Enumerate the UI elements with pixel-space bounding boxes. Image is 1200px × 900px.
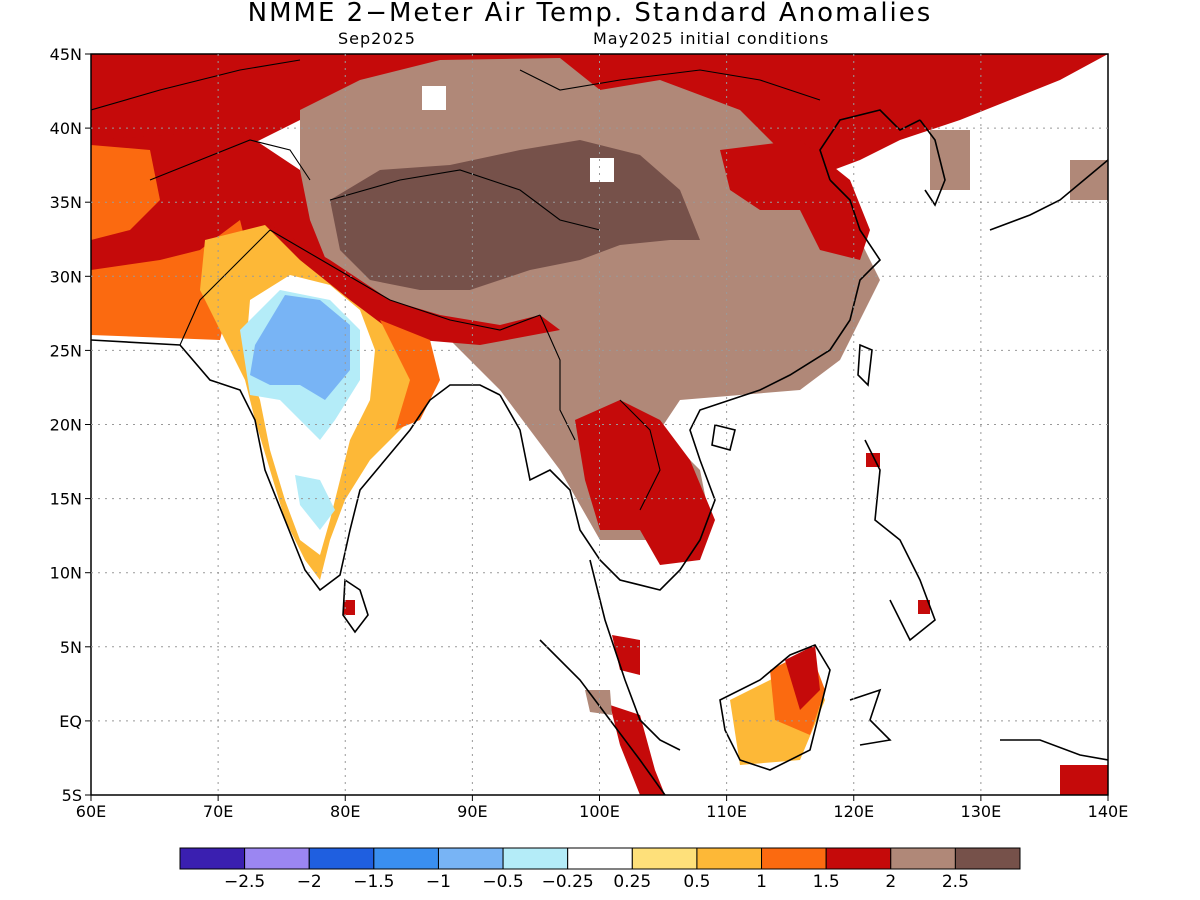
anomaly-region-red-east	[720, 140, 870, 260]
colorbar-swatch	[308, 847, 375, 870]
colorbar-swatch	[567, 847, 633, 870]
colorbar-swatch	[502, 847, 569, 870]
coast-philippines	[864, 439, 936, 642]
anomaly-patch-newguinea	[1060, 765, 1108, 795]
colorbar-label: −2	[297, 872, 322, 892]
y-tick-label: 20N	[50, 416, 82, 435]
coast-sumatra	[539, 639, 666, 795]
y-tick-label: 45N	[50, 45, 82, 64]
anomaly-region-red-sumatra	[610, 705, 665, 795]
anomaly-region-india-redorange	[380, 320, 440, 430]
colorbar-label: −0.25	[542, 872, 594, 892]
x-tick-label: 120E	[833, 802, 874, 821]
coast-hainan	[711, 424, 736, 451]
coast-india	[91, 339, 501, 592]
colorbar-label: 1	[756, 872, 767, 892]
anomaly-patch-mindanao	[918, 600, 930, 614]
y-tick-label: 5S	[62, 786, 82, 805]
coast-borneo	[719, 644, 831, 771]
colorbar-swatch	[954, 847, 1021, 870]
y-tick-label: EQ	[59, 712, 82, 731]
colorbar-label: 2	[885, 872, 896, 892]
colorbar-swatch	[244, 847, 310, 870]
anomaly-region-red-indochina	[575, 400, 715, 565]
colorbar-label: 0.25	[613, 872, 651, 892]
anomaly-patch-korea	[930, 130, 970, 190]
y-tick-label: 10N	[50, 564, 82, 583]
chart-title: NMME 2−Meter Air Temp. Standard Anomalie…	[247, 0, 933, 28]
anomaly-region-red-north	[91, 54, 1108, 175]
y-tick-label: 15N	[50, 490, 82, 509]
colorbar-label: 1.5	[813, 872, 840, 892]
initial-conditions: May2025 initial conditions	[593, 29, 830, 48]
coast-korea	[919, 119, 946, 207]
colorbar-label: 2.5	[942, 872, 969, 892]
coast-srilanka	[342, 578, 369, 634]
colorbar-label: 0.5	[683, 872, 710, 892]
x-tick-label: 130E	[961, 802, 1002, 821]
anomaly-hole-1	[422, 86, 446, 110]
coast-indochina	[499, 179, 882, 591]
x-tick-label: 80E	[330, 802, 360, 821]
colorbar-swatch	[761, 847, 827, 870]
coast-taiwan	[857, 343, 873, 387]
anomaly-region-orange-west	[91, 145, 160, 240]
colorbar-swatch	[825, 847, 892, 870]
colorbar-swatch	[631, 847, 698, 870]
colorbar-swatch	[696, 847, 763, 870]
y-tick-label: 40N	[50, 119, 82, 138]
axis-ticks: 60E 70E 80E 90E 100E 110E 120E 130E 140E 45N 40N 35…	[50, 45, 1129, 821]
colorbar-swatch	[179, 847, 246, 870]
y-tick-label: 5N	[60, 638, 82, 657]
valid-month: Sep2025	[338, 29, 416, 48]
coast-japan	[989, 159, 1108, 231]
colorbar: −2.5 −2 −1.5 −1 −0.5 −0.25 0.25 0.5 1 1.5 2 2.5	[179, 847, 1021, 892]
colorbar-label: −0.5	[482, 872, 523, 892]
colorbar-label: −1	[426, 872, 451, 892]
colorbar-label: −2.5	[224, 872, 265, 892]
anomaly-region-borneo-red	[785, 645, 820, 710]
anomaly-patch-srilanka	[343, 600, 355, 615]
x-tick-label: 100E	[579, 802, 620, 821]
anomaly-hole-2	[590, 158, 614, 182]
coast-sulawesi	[849, 688, 892, 746]
coast-malay	[589, 559, 681, 751]
anomaly-fields	[91, 54, 1108, 795]
y-tick-label: 25N	[50, 341, 82, 360]
x-tick-label: 70E	[203, 802, 233, 821]
x-tick-label: 60E	[76, 802, 106, 821]
y-tick-label: 30N	[50, 267, 82, 286]
colorbar-swatch	[890, 847, 956, 870]
x-tick-label: 110E	[706, 802, 747, 821]
graticule	[91, 54, 1108, 795]
y-tick-label: 35N	[50, 193, 82, 212]
anomaly-region-brown-sumatra	[585, 690, 612, 715]
coast-newguinea	[1000, 739, 1108, 761]
colorbar-label: −1.5	[353, 872, 394, 892]
anomaly-patch-japan	[1070, 160, 1108, 200]
colorbar-swatch	[437, 847, 504, 870]
colorbar-swatch	[373, 847, 439, 870]
x-tick-label: 90E	[457, 802, 487, 821]
anomaly-region-india-cyan-south	[295, 475, 335, 530]
country-borders	[91, 59, 821, 511]
x-tick-label: 140E	[1088, 802, 1129, 821]
anomaly-region-india-blue	[250, 295, 350, 400]
anomaly-region-red-malaysia	[612, 635, 640, 675]
